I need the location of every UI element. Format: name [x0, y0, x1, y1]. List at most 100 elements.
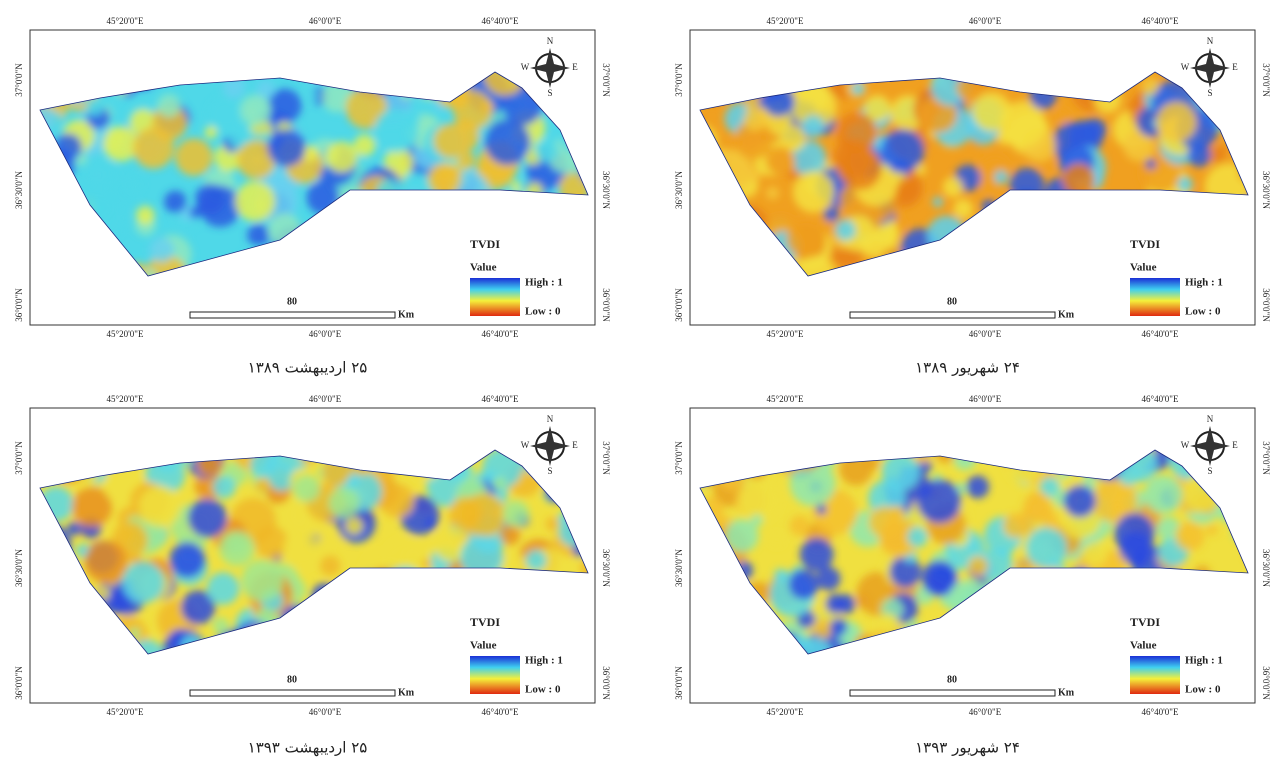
texture-blob	[1144, 475, 1183, 514]
texture-blob	[421, 558, 433, 570]
compass-s: S	[547, 88, 552, 98]
legend-subtitle: Value	[470, 640, 497, 652]
texture-blob	[318, 632, 356, 654]
texture-blob	[46, 192, 65, 211]
texture-blob	[40, 450, 59, 471]
texture-blob	[287, 632, 315, 654]
texture-blob	[731, 72, 773, 99]
texture-blob	[502, 500, 529, 527]
texture-blob	[40, 617, 45, 642]
compass: N S E W	[521, 36, 579, 98]
texture-blob	[483, 72, 527, 96]
legend-title: TVDI	[470, 237, 500, 251]
texture-blob	[54, 133, 82, 161]
texture-blob	[189, 205, 203, 219]
texture-blob	[345, 87, 388, 129]
texture-blob	[356, 569, 386, 600]
texture-blob	[774, 568, 788, 582]
texture-blob	[503, 196, 518, 211]
texture-blob	[56, 644, 92, 654]
texture-blob	[283, 529, 322, 568]
texture-blob	[69, 86, 83, 100]
texture-blob	[345, 517, 363, 535]
texture-blob	[825, 593, 846, 614]
texture-blob	[527, 182, 543, 199]
texture-blob	[254, 525, 289, 560]
texture-blob	[1057, 464, 1072, 479]
texture-blob	[1098, 195, 1136, 232]
texture-blob	[368, 235, 413, 276]
texture-blob	[1177, 176, 1193, 193]
texture-blob	[234, 181, 276, 222]
texture-blob	[700, 589, 702, 600]
texture-blob	[997, 246, 1017, 266]
texture-blob	[889, 555, 922, 588]
map-frame	[29, 29, 596, 326]
texture-blob	[722, 191, 743, 212]
texture-blob	[424, 244, 465, 276]
texture-blob	[565, 77, 582, 94]
texture-blob	[1156, 516, 1181, 541]
legend-low: Low : 0	[1185, 684, 1221, 696]
texture-blob	[760, 252, 785, 276]
texture-blob	[50, 591, 75, 616]
texture-blob	[1094, 228, 1130, 264]
texture-blob	[519, 196, 555, 232]
texture-blob	[1062, 163, 1096, 196]
texture-blob	[349, 451, 374, 476]
latitude-label: 36°30'0"N	[601, 171, 611, 209]
texture-blob	[379, 205, 391, 217]
texture-blob	[1244, 235, 1248, 250]
texture-blob	[1068, 567, 1093, 591]
texture-blob	[387, 587, 427, 627]
texture-blob	[459, 535, 504, 580]
texture-blob	[1237, 164, 1248, 182]
texture-blob	[325, 233, 352, 259]
texture-blob	[838, 146, 882, 190]
texture-blob	[561, 450, 588, 485]
longitude-label: 46°40'0"E	[1142, 329, 1179, 339]
texture-blob	[1005, 265, 1034, 276]
texture-blob	[726, 567, 739, 579]
legend-title: TVDI	[1130, 615, 1160, 629]
texture-blob	[1123, 129, 1155, 162]
legend-high: High : 1	[1185, 277, 1223, 289]
texture-blob	[580, 162, 588, 183]
texture-blob	[441, 634, 455, 648]
longitude-label: 46°0'0"E	[309, 16, 342, 26]
texture-blob	[559, 194, 588, 232]
texture-blob	[379, 566, 409, 596]
texture-blob	[198, 639, 227, 654]
texture-blob	[267, 88, 302, 123]
texture-blob	[1074, 253, 1096, 275]
texture-blob	[1188, 205, 1213, 229]
latitude-label: 36°30'0"N	[14, 171, 24, 209]
texture-blob	[104, 72, 132, 95]
texture-blob	[1209, 617, 1247, 654]
texture-blob	[1082, 540, 1108, 567]
texture-blob	[789, 460, 836, 507]
texture-blob	[50, 220, 74, 244]
latitude-label: 37°0'0"N	[674, 63, 684, 97]
texture-blob	[864, 94, 891, 122]
map-frame	[689, 29, 1256, 326]
texture-blob	[700, 513, 703, 527]
texture-blob	[685, 597, 697, 609]
texture-blob	[1027, 450, 1067, 470]
texture-blob	[467, 574, 502, 609]
texture-blob	[545, 483, 565, 503]
texture-blob	[722, 648, 740, 654]
texture-blob	[1111, 196, 1130, 214]
map-panel: 45°20'0"E 45°20'0"E 46°0'0"E 46°0'0"E 46°40'…	[674, 16, 1271, 339]
texture-blob	[1218, 245, 1248, 276]
texture-blob	[62, 450, 103, 483]
texture-blob	[1020, 250, 1061, 276]
longitude-label: 46°40'0"E	[482, 394, 519, 404]
texture-blob	[510, 232, 557, 276]
texture-blob	[1228, 121, 1248, 155]
texture-blob	[687, 100, 700, 113]
texture-blob	[528, 585, 544, 601]
texture-blob	[132, 127, 175, 169]
texture-blob	[792, 171, 835, 213]
texture-blob	[1221, 466, 1242, 487]
